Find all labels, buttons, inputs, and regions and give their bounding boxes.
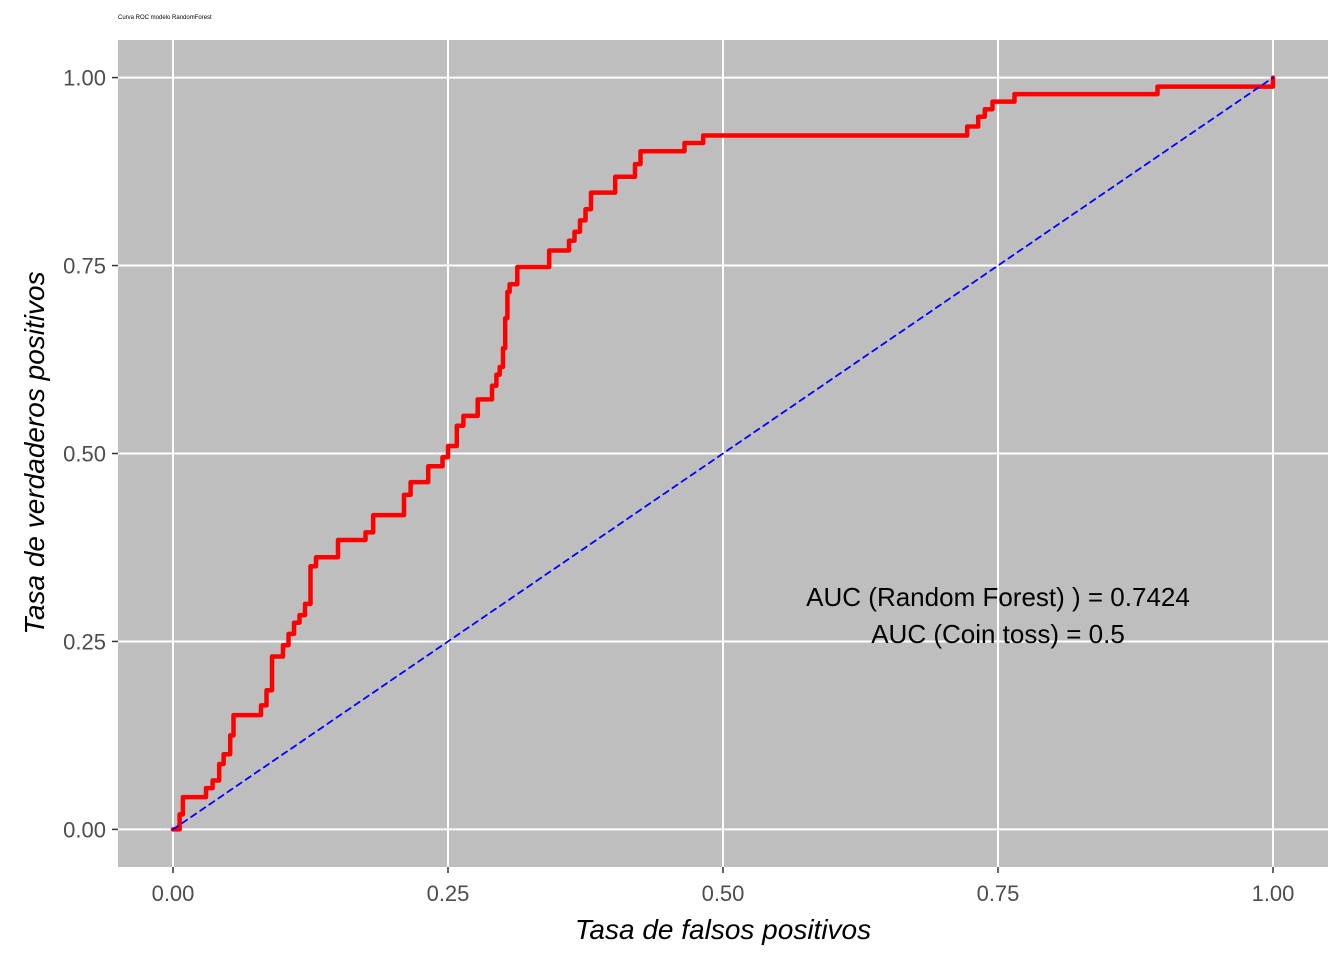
annotation-layer: AUC (Random Forest) ) = 0.7424 AUC (Coin … [806,582,1190,649]
x-tick-label: 0.75 [977,881,1020,906]
y-tick-label: 0.00 [63,817,106,842]
x-tick-label: 0.00 [152,881,195,906]
x-tick-label: 0.25 [427,881,470,906]
y-tick-label: 0.50 [63,442,106,467]
roc-curve-line [170,75,1276,832]
reference-diagonal-line [172,76,1274,831]
auc-annotation-2: AUC (Coin toss) = 0.5 [871,619,1125,649]
x-tick-label: 1.00 [1252,881,1295,906]
tick-layer: 0.00 0.25 0.50 0.75 1.00 0.00 0.25 0.50 0.75 1.00 [63,66,1294,906]
y-tick-label: 0.25 [63,629,106,654]
y-tick-label: 1.00 [63,66,106,91]
x-tick-label: 0.50 [702,881,745,906]
y-tick-label: 0.75 [63,254,106,279]
series-layer [170,75,1276,832]
chart-title: Curva ROC modelo RandomForest [118,15,212,21]
auc-annotation-1: AUC (Random Forest) ) = 0.7424 [806,582,1190,612]
y-axis-title: Tasa de verdaderos positivos [19,271,50,634]
x-axis-title: Tasa de falsos positivos [575,914,871,945]
